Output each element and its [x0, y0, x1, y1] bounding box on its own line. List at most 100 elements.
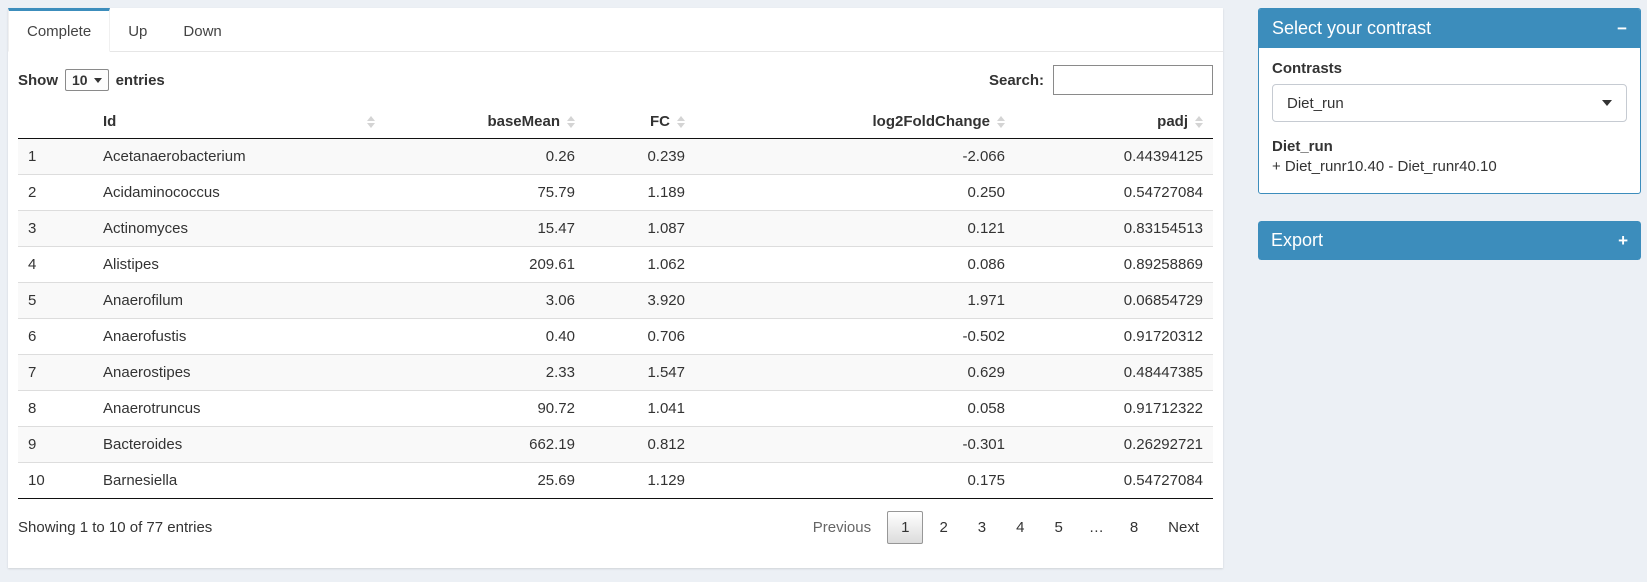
- cell-index: 7: [18, 354, 93, 391]
- cell-log2fc: 0.175: [695, 462, 1015, 499]
- tab-bar: Complete Up Down: [8, 8, 1223, 52]
- cell-padj: 0.26292721: [1015, 426, 1213, 463]
- contrast-select[interactable]: Diet_run: [1272, 84, 1627, 122]
- column-header-label: baseMean: [487, 113, 560, 130]
- cell-log2fc: 0.058: [695, 390, 1015, 427]
- cell-padj: 0.06854729: [1015, 282, 1213, 319]
- pagination-ellipsis: …: [1088, 519, 1104, 536]
- cell-index: 9: [18, 426, 93, 463]
- cell-baseMean: 15.47: [385, 210, 585, 247]
- pagination: Previous 1 2 3 4 5 … 8 Next: [797, 511, 1213, 544]
- pagination-previous[interactable]: Previous: [812, 519, 872, 536]
- column-header-label: padj: [1157, 113, 1188, 130]
- tab-up[interactable]: Up: [128, 23, 148, 40]
- cell-id: Actinomyces: [93, 210, 385, 247]
- cell-index: 2: [18, 174, 93, 211]
- cell-fc: 1.547: [585, 354, 695, 391]
- cell-fc: 3.920: [585, 282, 695, 319]
- chevron-down-icon: [1602, 100, 1612, 106]
- table-body: 1 Acetanaerobacterium 0.26 0.239 -2.066 0.443…: [18, 138, 1213, 499]
- column-header-id[interactable]: Id: [93, 105, 385, 139]
- cell-log2fc: 0.086: [695, 246, 1015, 283]
- collapse-minus-icon[interactable]: −: [1617, 19, 1627, 38]
- results-table: Id baseMean FC: [18, 105, 1213, 499]
- contrast-box-body: Contrasts Diet_run Diet_run + Diet_runr1…: [1259, 48, 1640, 193]
- column-header-label: log2FoldChange: [872, 113, 991, 130]
- column-header-index[interactable]: [18, 105, 93, 139]
- cell-fc: 1.189: [585, 174, 695, 211]
- contrast-formula: + Diet_runr10.40 - Diet_runr40.10: [1272, 158, 1497, 175]
- collapse-plus-icon[interactable]: +: [1618, 231, 1628, 250]
- cell-id: Anaerotruncus: [93, 390, 385, 427]
- tab-complete[interactable]: Complete: [8, 8, 111, 52]
- table-row: 1 Acetanaerobacterium 0.26 0.239 -2.066 0.443…: [18, 138, 1213, 175]
- cell-baseMean: 2.33: [385, 354, 585, 391]
- column-header-label: Id: [103, 113, 117, 130]
- sort-icon: [367, 115, 375, 128]
- cell-id: Bacteroides: [93, 426, 385, 463]
- search-input[interactable]: [1053, 65, 1213, 95]
- column-header-basemean[interactable]: baseMean: [385, 105, 585, 139]
- cell-log2fc: 0.121: [695, 210, 1015, 247]
- contrasts-label: Contrasts: [1272, 60, 1343, 77]
- contrast-name: Diet_run: [1272, 138, 1333, 155]
- results-panel: Complete Up Down Show 10 entries Search:: [8, 8, 1223, 568]
- cell-padj: 0.54727084: [1015, 174, 1213, 211]
- contrast-box-header: Select your contrast −: [1259, 9, 1640, 48]
- page-length-control: Show 10 entries: [18, 69, 165, 91]
- cell-padj: 0.91712322: [1015, 390, 1213, 427]
- cell-fc: 1.062: [585, 246, 695, 283]
- column-header-padj[interactable]: padj: [1015, 105, 1213, 139]
- column-header-fc[interactable]: FC: [585, 105, 695, 139]
- cell-baseMean: 3.06: [385, 282, 585, 319]
- cell-baseMean: 75.79: [385, 174, 585, 211]
- cell-log2fc: -0.502: [695, 318, 1015, 355]
- pagination-page-3[interactable]: 3: [977, 519, 987, 536]
- table-row: 4 Alistipes 209.61 1.062 0.086 0.89258869: [18, 246, 1213, 283]
- cell-fc: 0.239: [585, 138, 695, 175]
- tab-down[interactable]: Down: [183, 23, 222, 40]
- table-row: 6 Anaerofustis 0.40 0.706 -0.502 0.91720312: [18, 318, 1213, 355]
- cell-id: Acetanaerobacterium: [93, 138, 385, 175]
- contrast-box: Select your contrast − Contrasts Diet_ru…: [1258, 8, 1641, 194]
- table-row: 3 Actinomyces 15.47 1.087 0.121 0.83154513: [18, 210, 1213, 247]
- pagination-next[interactable]: Next: [1168, 519, 1199, 536]
- table-row: 10 Barnesiella 25.69 1.129 0.175 0.54727084: [18, 462, 1213, 499]
- chevron-down-icon: [93, 77, 102, 83]
- cell-fc: 1.041: [585, 390, 695, 427]
- column-header-label: FC: [650, 113, 670, 130]
- export-box: Export +: [1258, 221, 1641, 260]
- pagination-page-1[interactable]: 1: [887, 511, 924, 544]
- cell-padj: 0.48447385: [1015, 354, 1213, 391]
- search-control: Search:: [989, 65, 1213, 95]
- column-header-log2foldchange[interactable]: log2FoldChange: [695, 105, 1015, 139]
- cell-index: 6: [18, 318, 93, 355]
- cell-index: 8: [18, 390, 93, 427]
- cell-baseMean: 0.40: [385, 318, 585, 355]
- sort-icon: [677, 115, 685, 128]
- page-length-value: 10: [72, 72, 88, 88]
- table-row: 2 Acidaminococcus 75.79 1.189 0.250 0.5472708…: [18, 174, 1213, 211]
- cell-index: 10: [18, 462, 93, 499]
- export-box-header: Export +: [1258, 221, 1641, 260]
- cell-padj: 0.83154513: [1015, 210, 1213, 247]
- entries-label: entries: [115, 71, 165, 89]
- pagination-page-8[interactable]: 8: [1129, 519, 1139, 536]
- pagination-page-4[interactable]: 4: [1016, 519, 1025, 536]
- pagination-page-2[interactable]: 2: [939, 519, 948, 536]
- page-length-select[interactable]: 10: [65, 69, 109, 91]
- cell-index: 4: [18, 246, 93, 283]
- table-header-row: Id baseMean FC: [18, 105, 1213, 139]
- sort-icon: [1195, 115, 1203, 128]
- table-footer: Showing 1 to 10 of 77 entries Previous 1…: [8, 499, 1223, 544]
- cell-log2fc: -2.066: [695, 138, 1015, 175]
- table-controls: Show 10 entries Search:: [8, 52, 1223, 105]
- sort-icon: [567, 115, 575, 128]
- cell-id: Acidaminococcus: [93, 174, 385, 211]
- cell-log2fc: 1.971: [695, 282, 1015, 319]
- cell-padj: 0.89258869: [1015, 246, 1213, 283]
- show-label: Show: [18, 71, 58, 89]
- sidebar: Select your contrast − Contrasts Diet_ru…: [1258, 8, 1641, 287]
- pagination-page-5[interactable]: 5: [1054, 519, 1063, 536]
- cell-baseMean: 662.19: [385, 426, 585, 463]
